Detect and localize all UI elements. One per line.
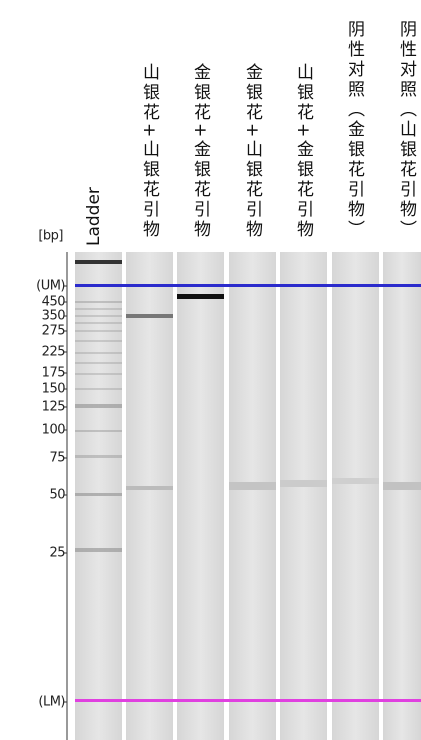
tick-label: 275 (42, 324, 65, 339)
band (75, 388, 122, 390)
lane-label: 山银花+山银花引物 (139, 63, 159, 240)
tick-label: 100 (42, 423, 65, 438)
lane-label: 阴性对照（山银花引物） (396, 20, 416, 240)
band (75, 373, 122, 375)
lane (126, 252, 173, 740)
band (332, 478, 379, 484)
band (75, 260, 122, 264)
band (177, 294, 224, 299)
tick-label: (LM) (38, 695, 65, 710)
band (75, 352, 122, 354)
tick-label: 450 (42, 295, 65, 310)
tick-label: 125 (42, 400, 65, 415)
tick-label: 50 (49, 488, 65, 503)
band (75, 330, 122, 332)
band (75, 301, 122, 303)
lower-marker (75, 699, 421, 702)
band (75, 322, 122, 324)
lane (280, 252, 327, 740)
tick-label: (UM) (36, 279, 65, 294)
lane-label: 阴性对照（金银花引物） (344, 20, 364, 240)
band (383, 482, 421, 490)
band (75, 430, 122, 432)
band (229, 482, 276, 490)
band (75, 340, 122, 342)
lane (383, 252, 421, 740)
band (75, 455, 122, 458)
band (75, 548, 122, 552)
band (75, 404, 122, 408)
band (126, 314, 173, 318)
lane-label: 山银花+金银花引物 (293, 63, 313, 240)
tick-label: 150 (42, 382, 65, 397)
lane (177, 252, 224, 740)
band (75, 315, 122, 317)
lane-label: 金银花+金银花引物 (190, 63, 210, 240)
lane-label: Ladder (84, 187, 104, 246)
band (280, 480, 327, 487)
gel-page: [bp] (UM) 450 350 275 225 175 150 125 10… (0, 0, 421, 740)
lane (332, 252, 379, 740)
lane-label: 金银花+山银花引物 (242, 63, 262, 240)
tick-label: 75 (49, 451, 65, 466)
lanes (75, 252, 421, 740)
band (126, 486, 173, 490)
lane (229, 252, 276, 740)
unit-label: [bp] (38, 229, 63, 244)
band (75, 308, 122, 310)
tick-label: 175 (42, 366, 65, 381)
band (75, 493, 122, 496)
band (75, 362, 122, 364)
tick-label: 225 (42, 345, 65, 360)
tick-label: 25 (49, 546, 65, 561)
upper-marker (75, 284, 421, 287)
tick-label: 350 (42, 309, 65, 324)
